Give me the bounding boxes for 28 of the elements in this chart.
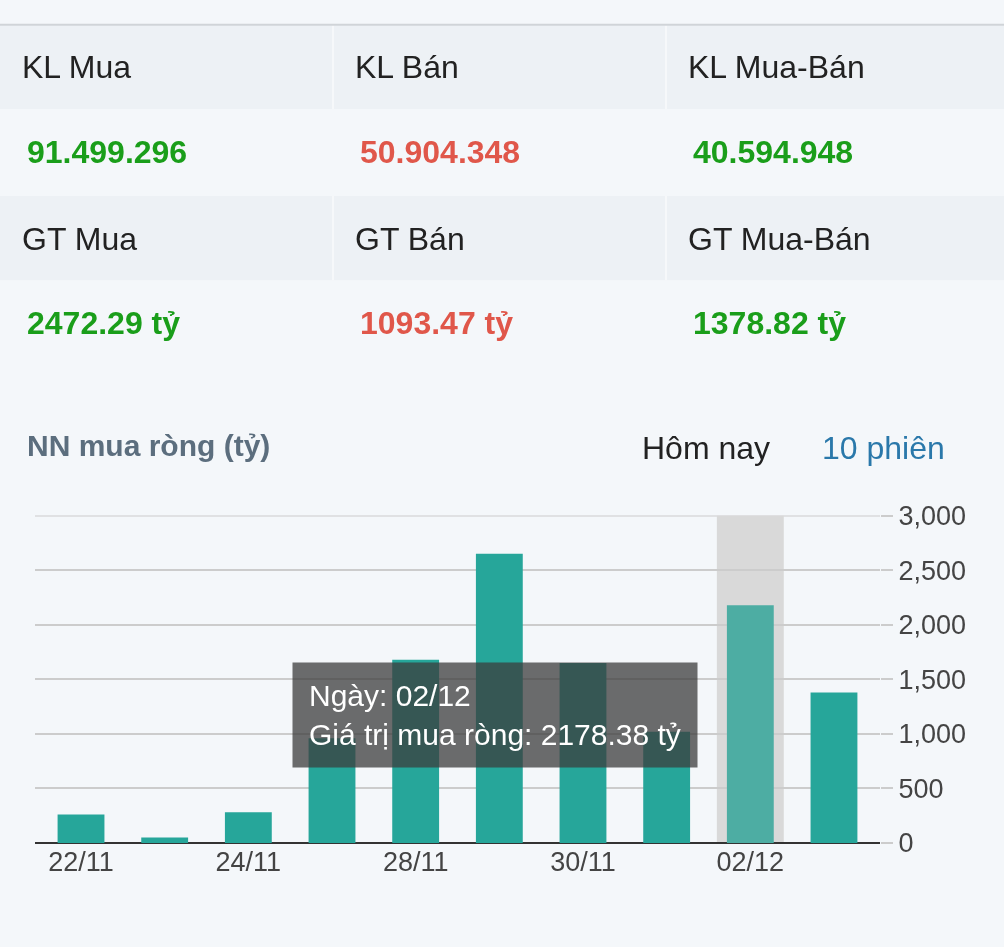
y-tick-label: 2,000 (898, 610, 966, 641)
text: 50.904.348 (360, 134, 521, 170)
y-tick-label: 1,500 (898, 664, 966, 695)
x-tick-label: 30/11 (550, 846, 616, 877)
x-tick-label: 28/11 (382, 846, 449, 877)
category-label: GT Mua (22, 221, 138, 257)
y-tick-label: 0 (898, 828, 914, 859)
y-tick-label: 500 (898, 773, 944, 804)
category-label: KL Mua (22, 49, 132, 85)
y-tick-label: 2,500 (898, 555, 966, 586)
chart-title: NN mua ròng (tỷ) (27, 429, 271, 462)
category-label: KL Bán (355, 49, 459, 85)
category-label: GT Bán (355, 221, 465, 257)
y-tick-label: 1,000 (898, 719, 966, 750)
text: 1378.82 tỷ (693, 305, 847, 341)
category-label: KL Mua-Bán (688, 49, 865, 85)
x-tick-label: 02/12 (716, 846, 785, 877)
text: 2472.29 tỷ (27, 305, 181, 341)
text: 1093.47 tỷ (360, 305, 514, 341)
text: 91.499.296 (27, 134, 188, 170)
y-tick-label: 3,000 (898, 501, 966, 532)
text: 40.594.948 (693, 134, 854, 170)
category-label: GT Mua-Bán (688, 221, 871, 257)
x-tick-label: 22/11 (48, 846, 114, 877)
text: Hôm nay (642, 430, 771, 466)
text: 10 phiên (822, 430, 945, 466)
x-tick-label: 24/11 (215, 846, 282, 877)
annotation: Ngày: 02/12 Giá trị mua ròng: 2178.38 tỷ (309, 679, 681, 751)
